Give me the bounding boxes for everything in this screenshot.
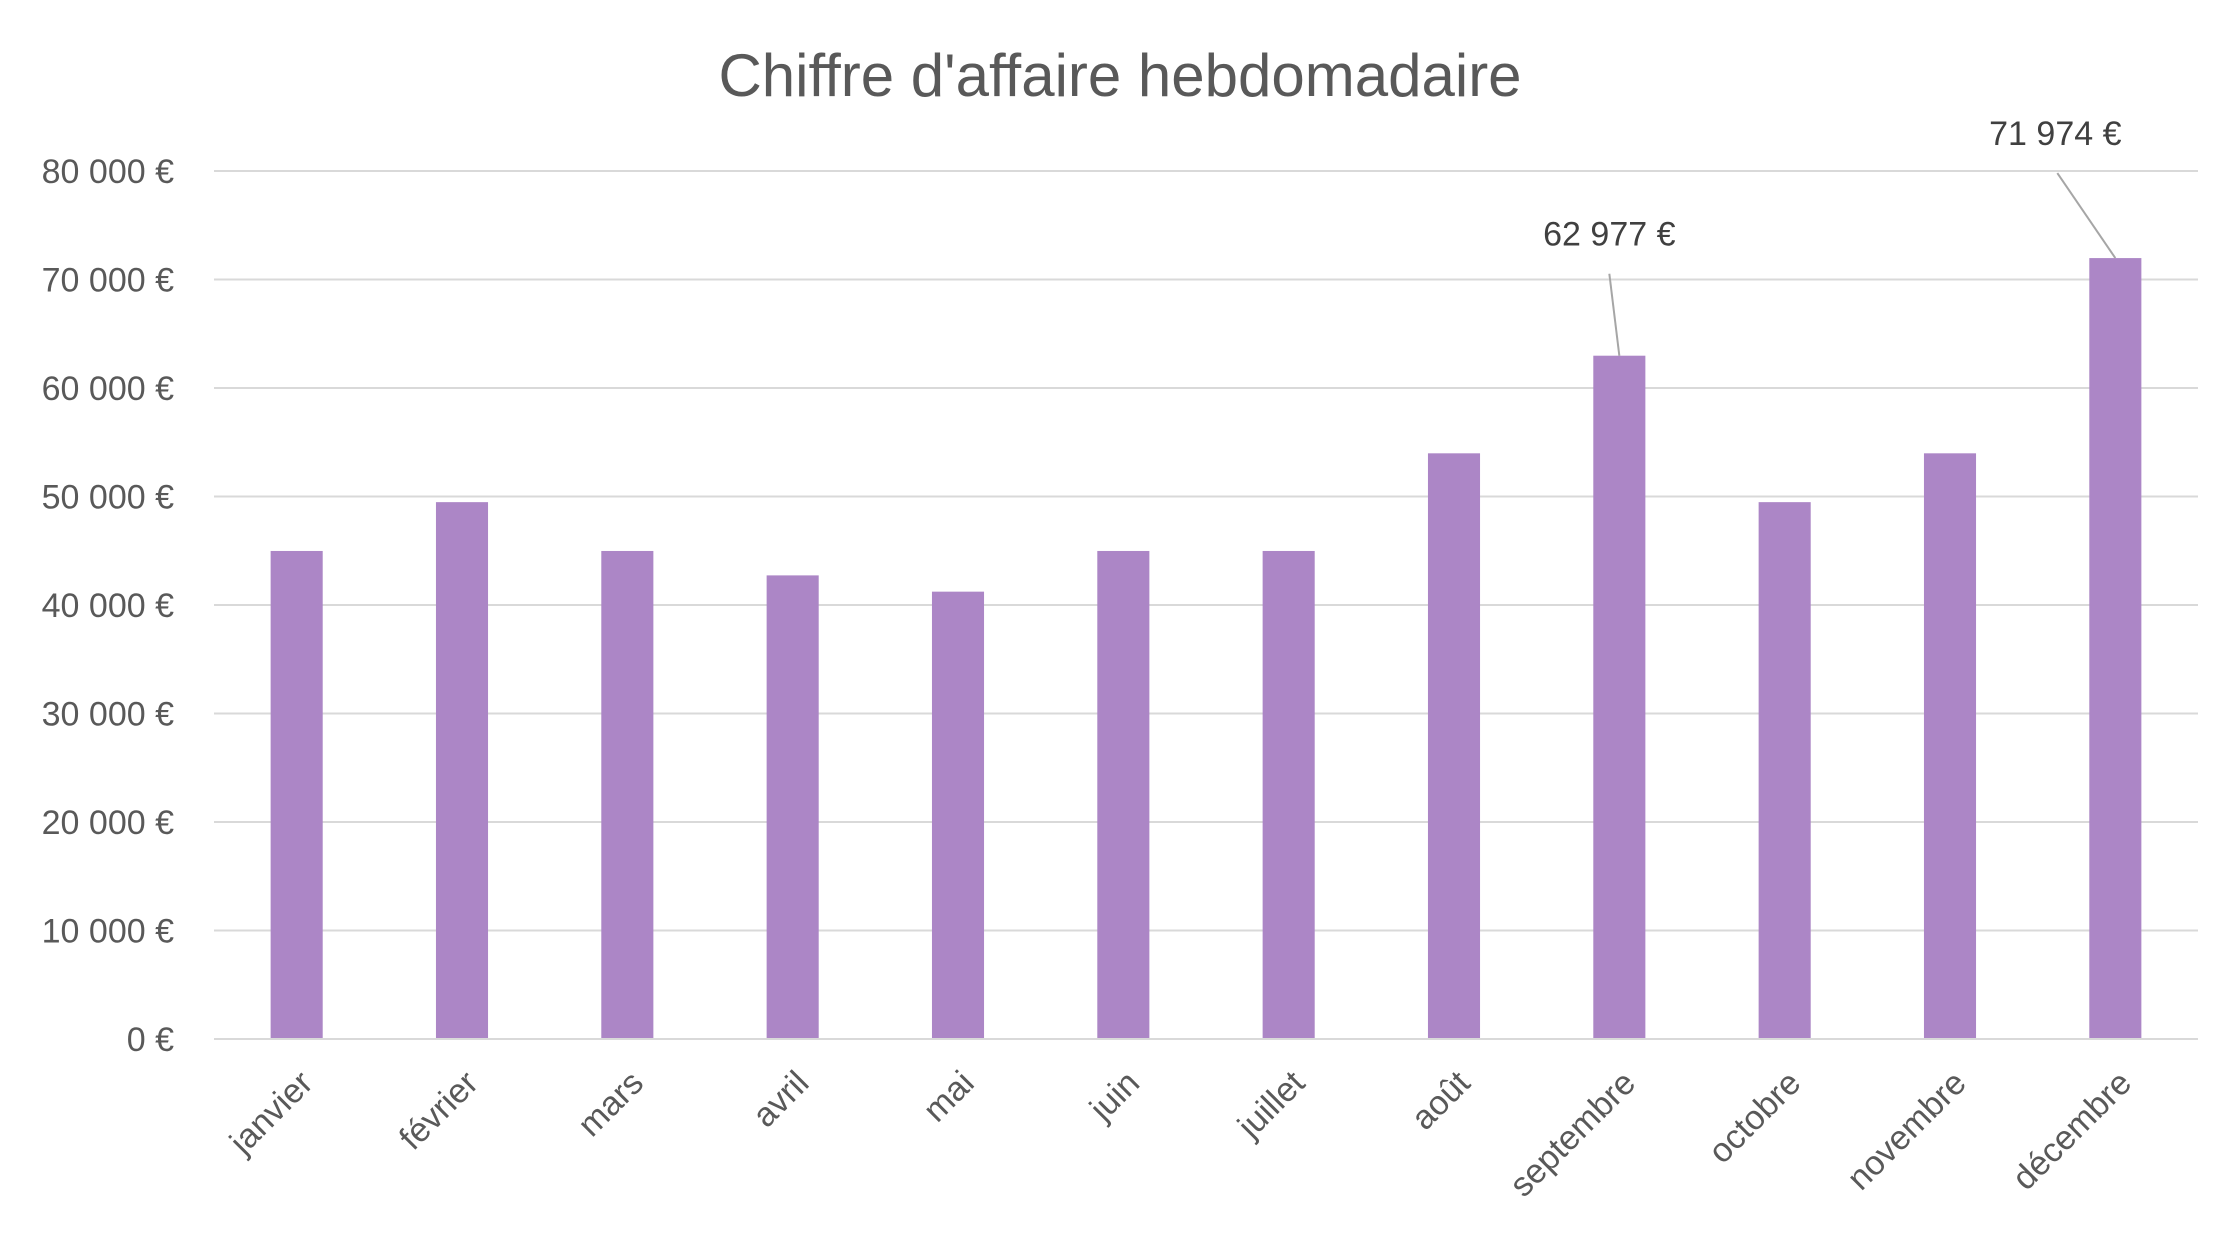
- x-tick-label: août: [1404, 1063, 1478, 1137]
- x-tick-label: juin: [1082, 1064, 1147, 1129]
- x-tick-label: novembre: [1840, 1064, 1974, 1198]
- bar: [1427, 453, 1481, 1039]
- y-tick-label: 0 €: [127, 1021, 174, 1059]
- y-tick-label: 70 000 €: [42, 262, 174, 300]
- chart-title: Chiffre d'affaire hebdomadaire: [718, 42, 1521, 109]
- gridlines: [214, 170, 2198, 932]
- bar: [601, 550, 654, 1039]
- y-tick-label: 60 000 €: [42, 370, 174, 408]
- y-tick-label: 50 000 €: [42, 479, 174, 517]
- x-tick-label: février: [392, 1064, 486, 1158]
- bars: [270, 258, 2142, 1040]
- x-tick-label: mars: [571, 1064, 651, 1144]
- x-axis-tick-labels: janvier février mars avril mai juin juillet aoû…: [222, 1063, 2139, 1204]
- bar: [931, 591, 985, 1039]
- bar: [1923, 453, 1977, 1039]
- bar: [2089, 258, 2142, 1039]
- x-tick-label: septembre: [1503, 1064, 1643, 1204]
- x-tick-label: avril: [745, 1064, 816, 1135]
- y-tick-label: 10 000 €: [42, 913, 174, 951]
- bar: [435, 502, 489, 1040]
- bar: [1758, 502, 1811, 1040]
- y-tick-label: 20 000 €: [42, 804, 174, 842]
- bar: [1593, 355, 1646, 1039]
- x-tick-label: mai: [916, 1064, 982, 1130]
- data-label: 71 974 €: [1989, 115, 2121, 153]
- bar: [1097, 550, 1150, 1039]
- data-labels: 62 977 € 71 974 €: [1543, 115, 2122, 356]
- x-tick-label: janvier: [222, 1064, 320, 1162]
- bar: [766, 575, 819, 1039]
- y-tick-label: 40 000 €: [42, 587, 174, 625]
- bar: [270, 550, 323, 1039]
- bar: [1262, 550, 1315, 1039]
- x-tick-label: juillet: [1230, 1063, 1313, 1146]
- data-label: 62 977 €: [1543, 216, 1675, 254]
- y-axis-tick-labels: 0 € 10 000 € 20 000 € 30 000 € 40 000 € 50 00…: [42, 153, 174, 1059]
- y-tick-label: 30 000 €: [42, 696, 174, 734]
- x-tick-label: octobre: [1701, 1064, 1808, 1171]
- x-tick-label: décembre: [2005, 1064, 2139, 1198]
- y-tick-label: 80 000 €: [42, 153, 174, 191]
- data-label-leader-line: [2056, 172, 2117, 259]
- data-label-leader-line: [1608, 273, 1621, 356]
